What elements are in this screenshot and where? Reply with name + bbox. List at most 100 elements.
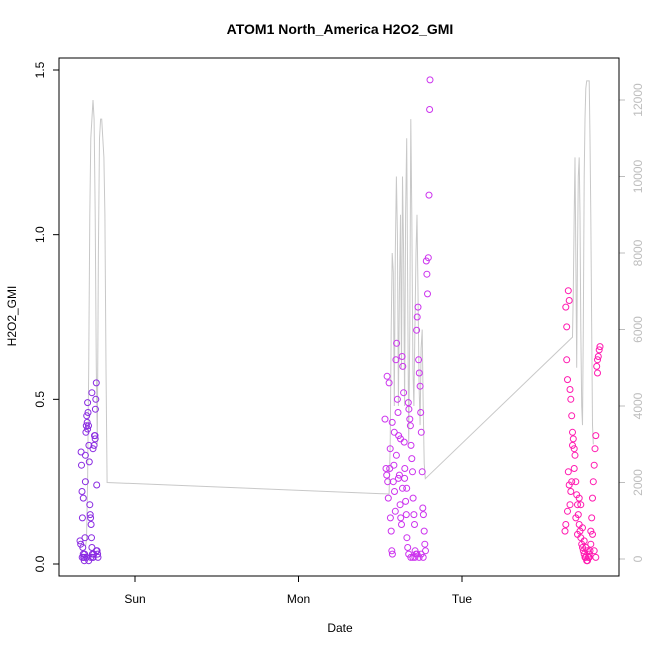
data-point xyxy=(413,326,421,334)
data-point xyxy=(88,389,96,397)
data-point xyxy=(567,395,575,403)
x-tick-label: Tue xyxy=(452,592,473,606)
data-point xyxy=(571,451,579,459)
data-point xyxy=(587,527,595,535)
data-point xyxy=(589,478,597,486)
data-point xyxy=(577,501,585,509)
data-point xyxy=(574,501,581,509)
data-point xyxy=(82,422,90,430)
data-point xyxy=(391,488,398,495)
axes-layer: 0.0 0.5 1.0 1.5 0 2000 4000 6000 8000 10000 12000 S… xyxy=(33,61,645,606)
data-point xyxy=(562,303,570,311)
data-point xyxy=(91,435,99,443)
data-point xyxy=(411,521,418,528)
data-point xyxy=(401,465,409,472)
data-point xyxy=(87,553,95,561)
data-point xyxy=(406,422,414,430)
data-point xyxy=(567,488,575,495)
y-tick-label: 1.5 xyxy=(33,61,47,78)
data-point xyxy=(382,465,390,472)
data-point xyxy=(81,534,89,542)
data-point xyxy=(410,511,418,519)
y2-tick-label: 4000 xyxy=(631,392,645,419)
data-point xyxy=(590,461,598,469)
data-point xyxy=(421,540,429,548)
data-point xyxy=(386,465,394,472)
data-point xyxy=(423,270,431,278)
data-point xyxy=(399,362,407,370)
data-point xyxy=(582,544,590,551)
data-point xyxy=(595,346,603,354)
data-point xyxy=(396,501,404,509)
data-point xyxy=(383,372,391,380)
data-point xyxy=(403,484,411,492)
data-point xyxy=(88,544,96,551)
data-point xyxy=(82,428,90,436)
data-point xyxy=(569,441,576,449)
y2-tick-label: 12000 xyxy=(631,83,645,117)
data-point xyxy=(594,353,602,360)
data-point xyxy=(579,524,586,532)
data-point xyxy=(406,415,414,423)
data-point xyxy=(387,527,395,535)
data-point xyxy=(422,547,429,555)
data-point xyxy=(569,428,576,436)
secondary-series-line xyxy=(84,80,594,548)
data-point xyxy=(565,297,573,304)
data-point xyxy=(81,478,89,486)
data-point xyxy=(398,521,405,528)
data-point xyxy=(393,339,401,347)
points-layer xyxy=(76,76,604,565)
data-point xyxy=(584,557,591,565)
data-point xyxy=(81,451,89,459)
data-point xyxy=(568,478,576,486)
data-point xyxy=(564,507,571,515)
data-point xyxy=(388,547,396,555)
data-point xyxy=(569,435,577,443)
data-point xyxy=(392,356,400,364)
data-point xyxy=(591,445,599,453)
data-point xyxy=(83,418,91,426)
data-point xyxy=(592,432,600,440)
data-point xyxy=(404,544,412,551)
data-point xyxy=(392,451,400,459)
data-point xyxy=(394,409,402,416)
data-point xyxy=(426,106,434,113)
data-point xyxy=(92,379,100,387)
data-point xyxy=(418,468,426,476)
data-point xyxy=(563,323,571,331)
data-point xyxy=(407,441,415,449)
data-point xyxy=(570,465,578,472)
data-point xyxy=(399,484,406,492)
data-point xyxy=(92,395,100,403)
data-point xyxy=(94,550,102,558)
data-point xyxy=(405,405,413,413)
data-point xyxy=(575,494,583,502)
data-point xyxy=(588,514,596,522)
data-point xyxy=(419,553,427,561)
data-point xyxy=(415,356,423,364)
data-point xyxy=(407,553,415,561)
data-point xyxy=(590,547,598,555)
data-point xyxy=(94,553,102,561)
data-point xyxy=(93,481,101,489)
data-point xyxy=(388,550,396,558)
data-point xyxy=(593,362,601,370)
data-point xyxy=(91,405,99,413)
data-point xyxy=(402,511,410,519)
x-tick-label: Sun xyxy=(124,592,145,606)
data-point xyxy=(389,478,397,486)
data-point xyxy=(385,379,393,387)
data-point xyxy=(84,399,92,407)
y-tick-label: 0.0 xyxy=(33,555,47,572)
data-point xyxy=(84,409,92,416)
data-point xyxy=(592,553,600,561)
data-point xyxy=(79,494,87,502)
y2-tick-label: 8000 xyxy=(631,239,645,266)
data-point xyxy=(424,290,431,298)
data-point xyxy=(561,527,569,535)
data-point xyxy=(401,474,409,482)
data-point xyxy=(419,504,427,512)
data-point xyxy=(408,455,416,463)
data-point xyxy=(562,521,570,528)
